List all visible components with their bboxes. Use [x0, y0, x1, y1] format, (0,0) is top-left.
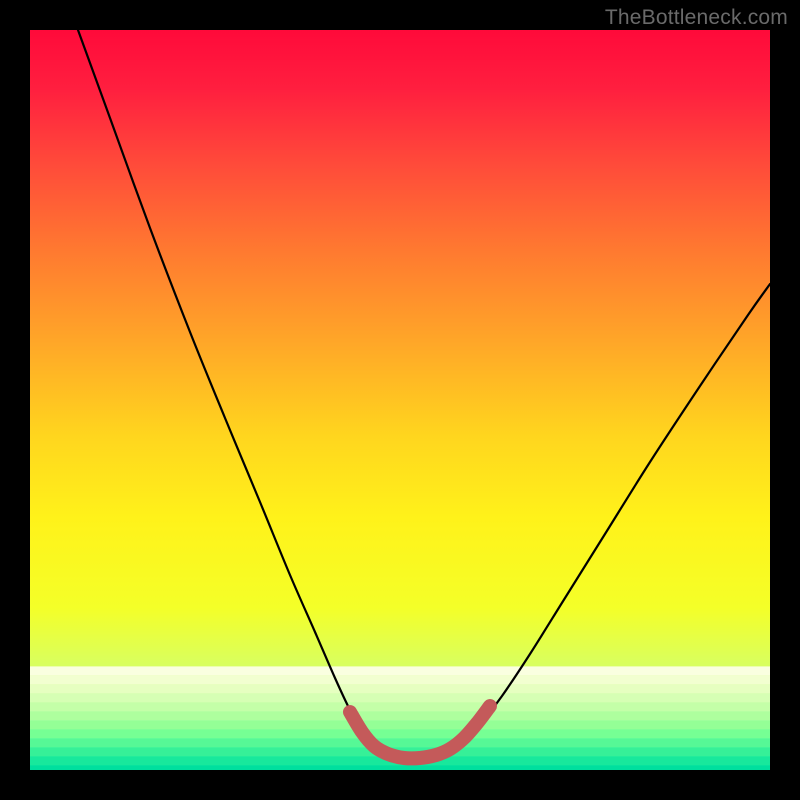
chart-bottom-band	[30, 720, 770, 729]
chart-background	[30, 30, 770, 770]
chart-bottom-band	[30, 738, 770, 747]
bottleneck-chart-svg	[0, 0, 800, 800]
chart-bottom-band	[30, 693, 770, 702]
bottleneck-chart-frame: TheBottleneck.com	[0, 0, 800, 800]
chart-bottom-band	[30, 729, 770, 738]
watermark-text: TheBottleneck.com	[605, 6, 788, 30]
chart-bottom-band	[30, 702, 770, 711]
chart-bottom-band	[30, 684, 770, 693]
chart-bottom-band	[30, 711, 770, 720]
chart-bottom-band	[30, 675, 770, 684]
chart-bottom-band	[30, 666, 770, 675]
chart-bottom-band	[30, 765, 770, 770]
